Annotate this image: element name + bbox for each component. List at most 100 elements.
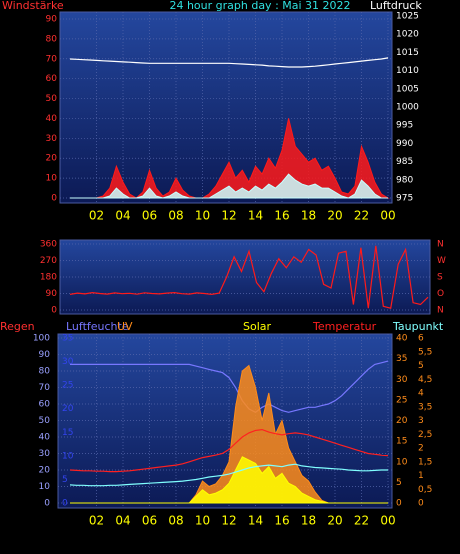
y-tick-label: 15 [62,428,73,438]
y-tick-label: 6 [418,334,424,344]
x-tick-label: 10 [195,514,210,528]
y-tick-label: 10 [62,451,74,461]
y-tick-label: 70 [46,54,58,64]
y-tick-label: W [437,256,446,266]
y-tick-label: 90 [46,15,58,25]
y-tick-label: 995 [396,121,413,131]
y-tick-label: O [437,289,444,299]
y-tick-label: 25 [62,381,73,391]
y-tick-label: 40 [39,433,51,443]
x-tick-label: 12 [221,209,236,223]
y-tick-label: 10 [396,457,408,467]
chart-title: 24 hour graph day : Mai 31 2022 [169,0,350,12]
y-tick-label: 20 [46,154,58,164]
y-tick-label: 0 [396,499,402,509]
y-tick-label: 1005 [396,84,419,94]
y-tick-label: 1 [418,471,424,481]
line [69,245,429,309]
y-tick-label: 985 [396,157,413,167]
y-tick-label: 975 [396,194,413,204]
y-tick-label: 30 [62,357,74,367]
y-tick-label: N [437,240,444,250]
y-tick-label: 360 [40,240,57,250]
y-tick-label: 4 [418,389,424,399]
y-tick-label: 0 [62,499,68,509]
y-tick-label: 30 [396,375,408,385]
x-tick-label: 14 [248,514,263,528]
y-tick-label: 3,5 [418,402,432,412]
y-tick-label: 35 [62,334,73,344]
y-tick-label: 0 [51,194,57,204]
x-tick-label: 18 [301,209,316,223]
y-tick-label: 0 [51,306,57,316]
y-tick-label: 180 [40,273,57,283]
y-tick-label: 60 [39,400,51,410]
x-tick-label: 04 [115,209,130,223]
y-tick-label: 5 [62,475,68,485]
y-tick-label: 50 [46,94,58,104]
y-tick-label: 5 [396,478,402,488]
y-tick-label: 60 [46,74,58,84]
area [70,173,388,199]
x-tick-label: 16 [274,514,289,528]
x-tick-label: 22 [354,209,369,223]
y-tick-label: 20 [39,466,51,476]
y-tick-label: 90 [46,289,58,299]
x-tick-label: 22 [354,514,369,528]
y-tick-label: 0 [418,499,424,509]
line [69,428,389,473]
y-tick-label: 0,5 [418,485,432,495]
y-tick-label: 15 [396,437,407,447]
y-tick-label: 4,5 [418,375,432,385]
x-tick-label: 00 [380,514,395,528]
legend-entry: Temperatur [312,320,377,333]
legend-entry: Taupunkt [392,320,444,333]
y-tick-label: 2 [418,444,424,454]
line [69,57,389,68]
y-tick-label: 30 [46,134,58,144]
y-tick-label: 50 [39,416,51,426]
y-tick-label: 1010 [396,66,419,76]
y-tick-label: 20 [62,404,74,414]
y-tick-label: 2,5 [418,430,432,440]
y-tick-label: N [437,306,444,316]
x-tick-label: 20 [327,514,342,528]
x-tick-label: 08 [168,209,183,223]
x-tick-label: 10 [195,209,210,223]
legend-entry: Solar [243,320,272,333]
y-tick-label: 80 [46,34,58,44]
y-tick-label: 1,5 [418,457,432,467]
legend-entry: Luftfeuchte [66,320,129,333]
y-tick-label: 5 [418,361,424,371]
y-tick-label: 40 [396,334,408,344]
y-tick-label: 0 [44,499,50,509]
y-tick-label: 270 [40,256,57,266]
x-tick-label: 08 [168,514,183,528]
area [70,456,388,504]
y-tick-label: 30 [39,449,51,459]
legend-entry: UV [117,320,133,333]
y-tick-label: 1015 [396,48,419,58]
x-tick-label: 06 [142,514,157,528]
y-tick-label: 1025 [396,12,419,22]
x-tick-label: 20 [327,209,342,223]
y-tick-label: 20 [396,416,408,426]
x-tick-label: 02 [89,209,104,223]
wind-label: Windstärke [2,0,64,12]
rain-label: Regen [0,320,35,333]
y-tick-label: 990 [396,139,413,149]
y-tick-label: 40 [46,114,58,124]
y-tick-label: 1020 [396,30,419,40]
x-tick-label: 04 [115,514,130,528]
y-tick-label: 35 [396,354,407,364]
line [70,360,389,414]
y-tick-label: 90 [39,350,51,360]
y-tick-label: 3 [418,416,424,426]
area [70,118,390,199]
y-tick-label: 10 [39,482,51,492]
y-tick-label: 100 [33,334,50,344]
x-tick-label: 06 [142,209,157,223]
plot-area [59,239,431,315]
